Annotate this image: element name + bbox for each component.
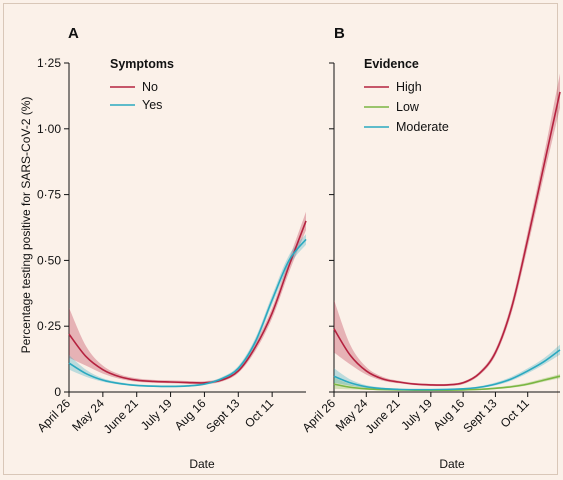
ci-band-a-1 — [69, 234, 306, 388]
y-axis-label: Percentage testing positive for SARS-CoV… — [19, 97, 33, 354]
ci-band-a-0 — [69, 211, 306, 385]
panel-b-letter: B — [334, 25, 345, 42]
series-line-a-1 — [68, 238, 307, 388]
x-tick-label-b-3: July 19 — [398, 396, 435, 433]
legend-label-b-1: Low — [396, 100, 420, 114]
series-line-b-0 — [333, 91, 561, 386]
x-axis-label-b: Date — [439, 457, 465, 471]
ci-band-b-2 — [334, 344, 560, 391]
legend-title-b: Evidence — [364, 57, 419, 71]
legend-title-a: Symptoms — [110, 57, 174, 71]
panel-a-letter: A — [68, 25, 79, 42]
x-tick-label-a-0: April 26 — [34, 396, 73, 435]
x-tick-label-b-0: April 26 — [299, 396, 338, 435]
y-tick-label-3: 0·75 — [37, 188, 61, 202]
legend-label-b-0: High — [396, 80, 422, 94]
y-tick-label-5: 1·25 — [37, 56, 61, 70]
x-axis-label-a: Date — [189, 457, 215, 471]
y-tick-label-1: 0·25 — [37, 319, 61, 333]
legend-label-a-1: Yes — [142, 98, 162, 112]
x-tick-label-b-2: June 21 — [363, 396, 403, 436]
x-tick-label-a-4: Aug 16 — [172, 396, 209, 433]
y-tick-label-2: 0·50 — [37, 253, 61, 267]
series-line-b-2 — [333, 349, 561, 391]
x-tick-label-a-2: June 21 — [101, 396, 141, 436]
x-tick-label-a-6: Oct 11 — [242, 396, 276, 430]
legend-label-a-0: No — [142, 80, 158, 94]
ci-band-b-1 — [334, 374, 560, 391]
x-tick-label-a-5: Sept 13 — [203, 396, 242, 435]
y-tick-label-4: 1·00 — [37, 122, 61, 136]
y-tick-label-0: 0 — [54, 385, 61, 399]
x-tick-label-b-6: Oct 11 — [498, 396, 532, 430]
x-tick-label-b-5: Sept 13 — [460, 396, 499, 435]
legend-label-b-2: Moderate — [396, 120, 449, 134]
figure-frame — [3, 3, 558, 475]
series-line-a-0 — [68, 220, 307, 384]
x-tick-label-a-3: July 19 — [138, 396, 175, 433]
